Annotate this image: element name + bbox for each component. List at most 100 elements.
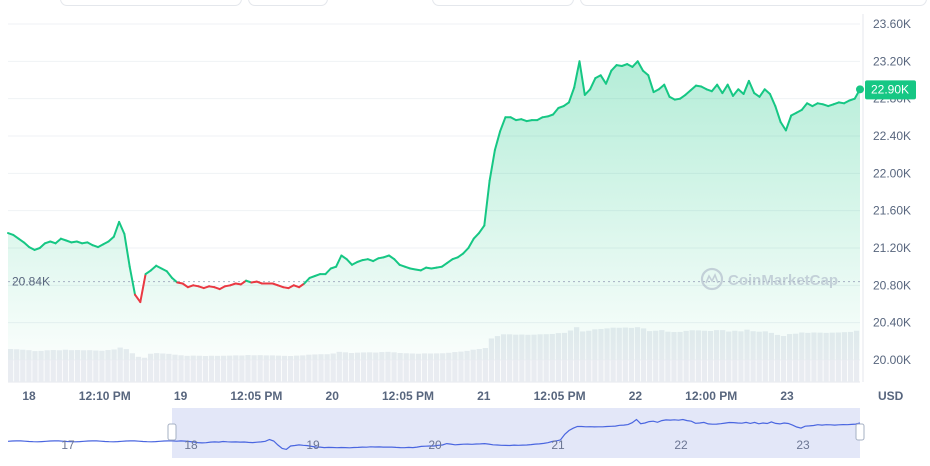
volume-bar: [275, 355, 282, 382]
y-tick-label: 21.20K: [873, 241, 911, 255]
navigator-selection: [172, 408, 860, 458]
volume-bar: [251, 355, 257, 382]
volume-bar: [8, 348, 14, 382]
volume-bar: [56, 350, 62, 382]
price-segment: [583, 88, 592, 96]
volume-bar: [123, 349, 129, 382]
price-segment: [128, 265, 136, 296]
price-segment: [22, 241, 31, 249]
current-price-tag: 22.90K: [856, 80, 916, 100]
price-segment: [165, 270, 173, 279]
volume-bar: [300, 355, 306, 382]
price-segment: [298, 282, 306, 289]
price-segment: [763, 88, 771, 95]
volume-bar: [482, 348, 488, 382]
price-segment: [605, 69, 613, 85]
price-segment: [123, 233, 131, 268]
price-segment: [742, 79, 750, 95]
volume-bar: [239, 355, 245, 382]
navigator-handle-right[interactable]: [855, 423, 865, 441]
volume-bar: [190, 355, 196, 382]
volume-bar: [476, 348, 482, 382]
navigator-tick-label: 19: [306, 438, 320, 452]
price-segment: [737, 88, 745, 95]
navigator[interactable]: 17 18 19 20 21 22 23: [7, 408, 865, 458]
x-tick-label: 12:10 PM: [79, 389, 131, 403]
volume-bar: [360, 352, 367, 382]
current-price-label: 22.90K: [871, 82, 909, 96]
price-segment: [54, 237, 62, 245]
price-segment: [393, 258, 401, 266]
price-segment: [684, 89, 692, 96]
price-segment: [753, 92, 761, 98]
y-tick-label: 22.00K: [873, 166, 911, 180]
navigator-tick-label: 18: [184, 438, 198, 452]
volume-bar: [415, 353, 422, 382]
price-segment: [642, 69, 650, 77]
price-segment: [636, 60, 644, 72]
volume-bar: [154, 353, 160, 382]
price-segment: [440, 261, 449, 268]
x-tick-label: 12:05 PM: [534, 389, 586, 403]
price-segment: [493, 130, 502, 151]
volume-bar: [427, 353, 434, 382]
price-segment: [631, 60, 639, 68]
price-segment: [779, 121, 787, 132]
y-tick-label: 20.00K: [873, 353, 911, 367]
y-axis: 23.60K23.20K22.80K22.40K22.00K21.60K21.2…: [873, 17, 911, 367]
price-segment: [171, 276, 179, 284]
price-segment: [710, 83, 719, 93]
y-tick-label: 22.40K: [873, 129, 911, 143]
volume-bar: [342, 352, 348, 382]
volume-bar: [93, 350, 99, 382]
volume-bar: [391, 352, 397, 382]
price-segment: [800, 102, 809, 111]
volume-bar: [111, 349, 117, 382]
price-segment: [303, 276, 311, 285]
volume-bar: [464, 350, 470, 382]
price-segment: [340, 254, 348, 261]
price-segment: [599, 74, 607, 85]
price-segment: [472, 232, 480, 240]
price-segment: [721, 83, 729, 95]
volume-bar: [373, 352, 379, 382]
price-segment: [663, 83, 671, 98]
price-segment: [388, 254, 396, 261]
volume-bar: [488, 338, 495, 382]
volume-bar: [62, 349, 69, 382]
volume-bar: [227, 355, 233, 382]
price-segment: [107, 235, 115, 243]
price-segment: [726, 83, 734, 97]
price-segment: [17, 237, 25, 244]
volume-bar: [135, 356, 142, 382]
price-segment: [784, 114, 793, 132]
price-segment: [118, 220, 126, 235]
volume-bar: [281, 355, 288, 382]
price-segment: [38, 242, 46, 249]
volume-bar: [141, 357, 148, 382]
volume-bar: [147, 353, 154, 382]
last-price-dot: [856, 85, 864, 94]
y-tick-label: 20.40K: [873, 316, 911, 330]
price-segment: [769, 93, 777, 108]
volume-bar: [263, 355, 269, 382]
volume-bar: [68, 350, 75, 382]
volume-bar: [318, 354, 324, 382]
navigator-tick-label: 22: [674, 438, 688, 452]
price-segment: [689, 84, 697, 92]
volume-bar: [257, 355, 263, 382]
volume-bar: [221, 355, 227, 382]
volume-bar: [74, 350, 81, 382]
volume-bar: [287, 355, 294, 382]
price-segment: [139, 273, 147, 304]
navigator-handle-left[interactable]: [167, 423, 177, 441]
y-tick-label: 21.60K: [873, 204, 911, 218]
volume-bar: [458, 351, 464, 382]
price-segment: [578, 60, 586, 96]
navigator-line: [7, 418, 861, 451]
y-tick-label: 20.80K: [873, 278, 911, 292]
volume-bar: [379, 352, 385, 382]
reference-label: 20.84K: [12, 275, 50, 289]
coinmarketcap-watermark: CoinMarketCap: [700, 267, 838, 291]
